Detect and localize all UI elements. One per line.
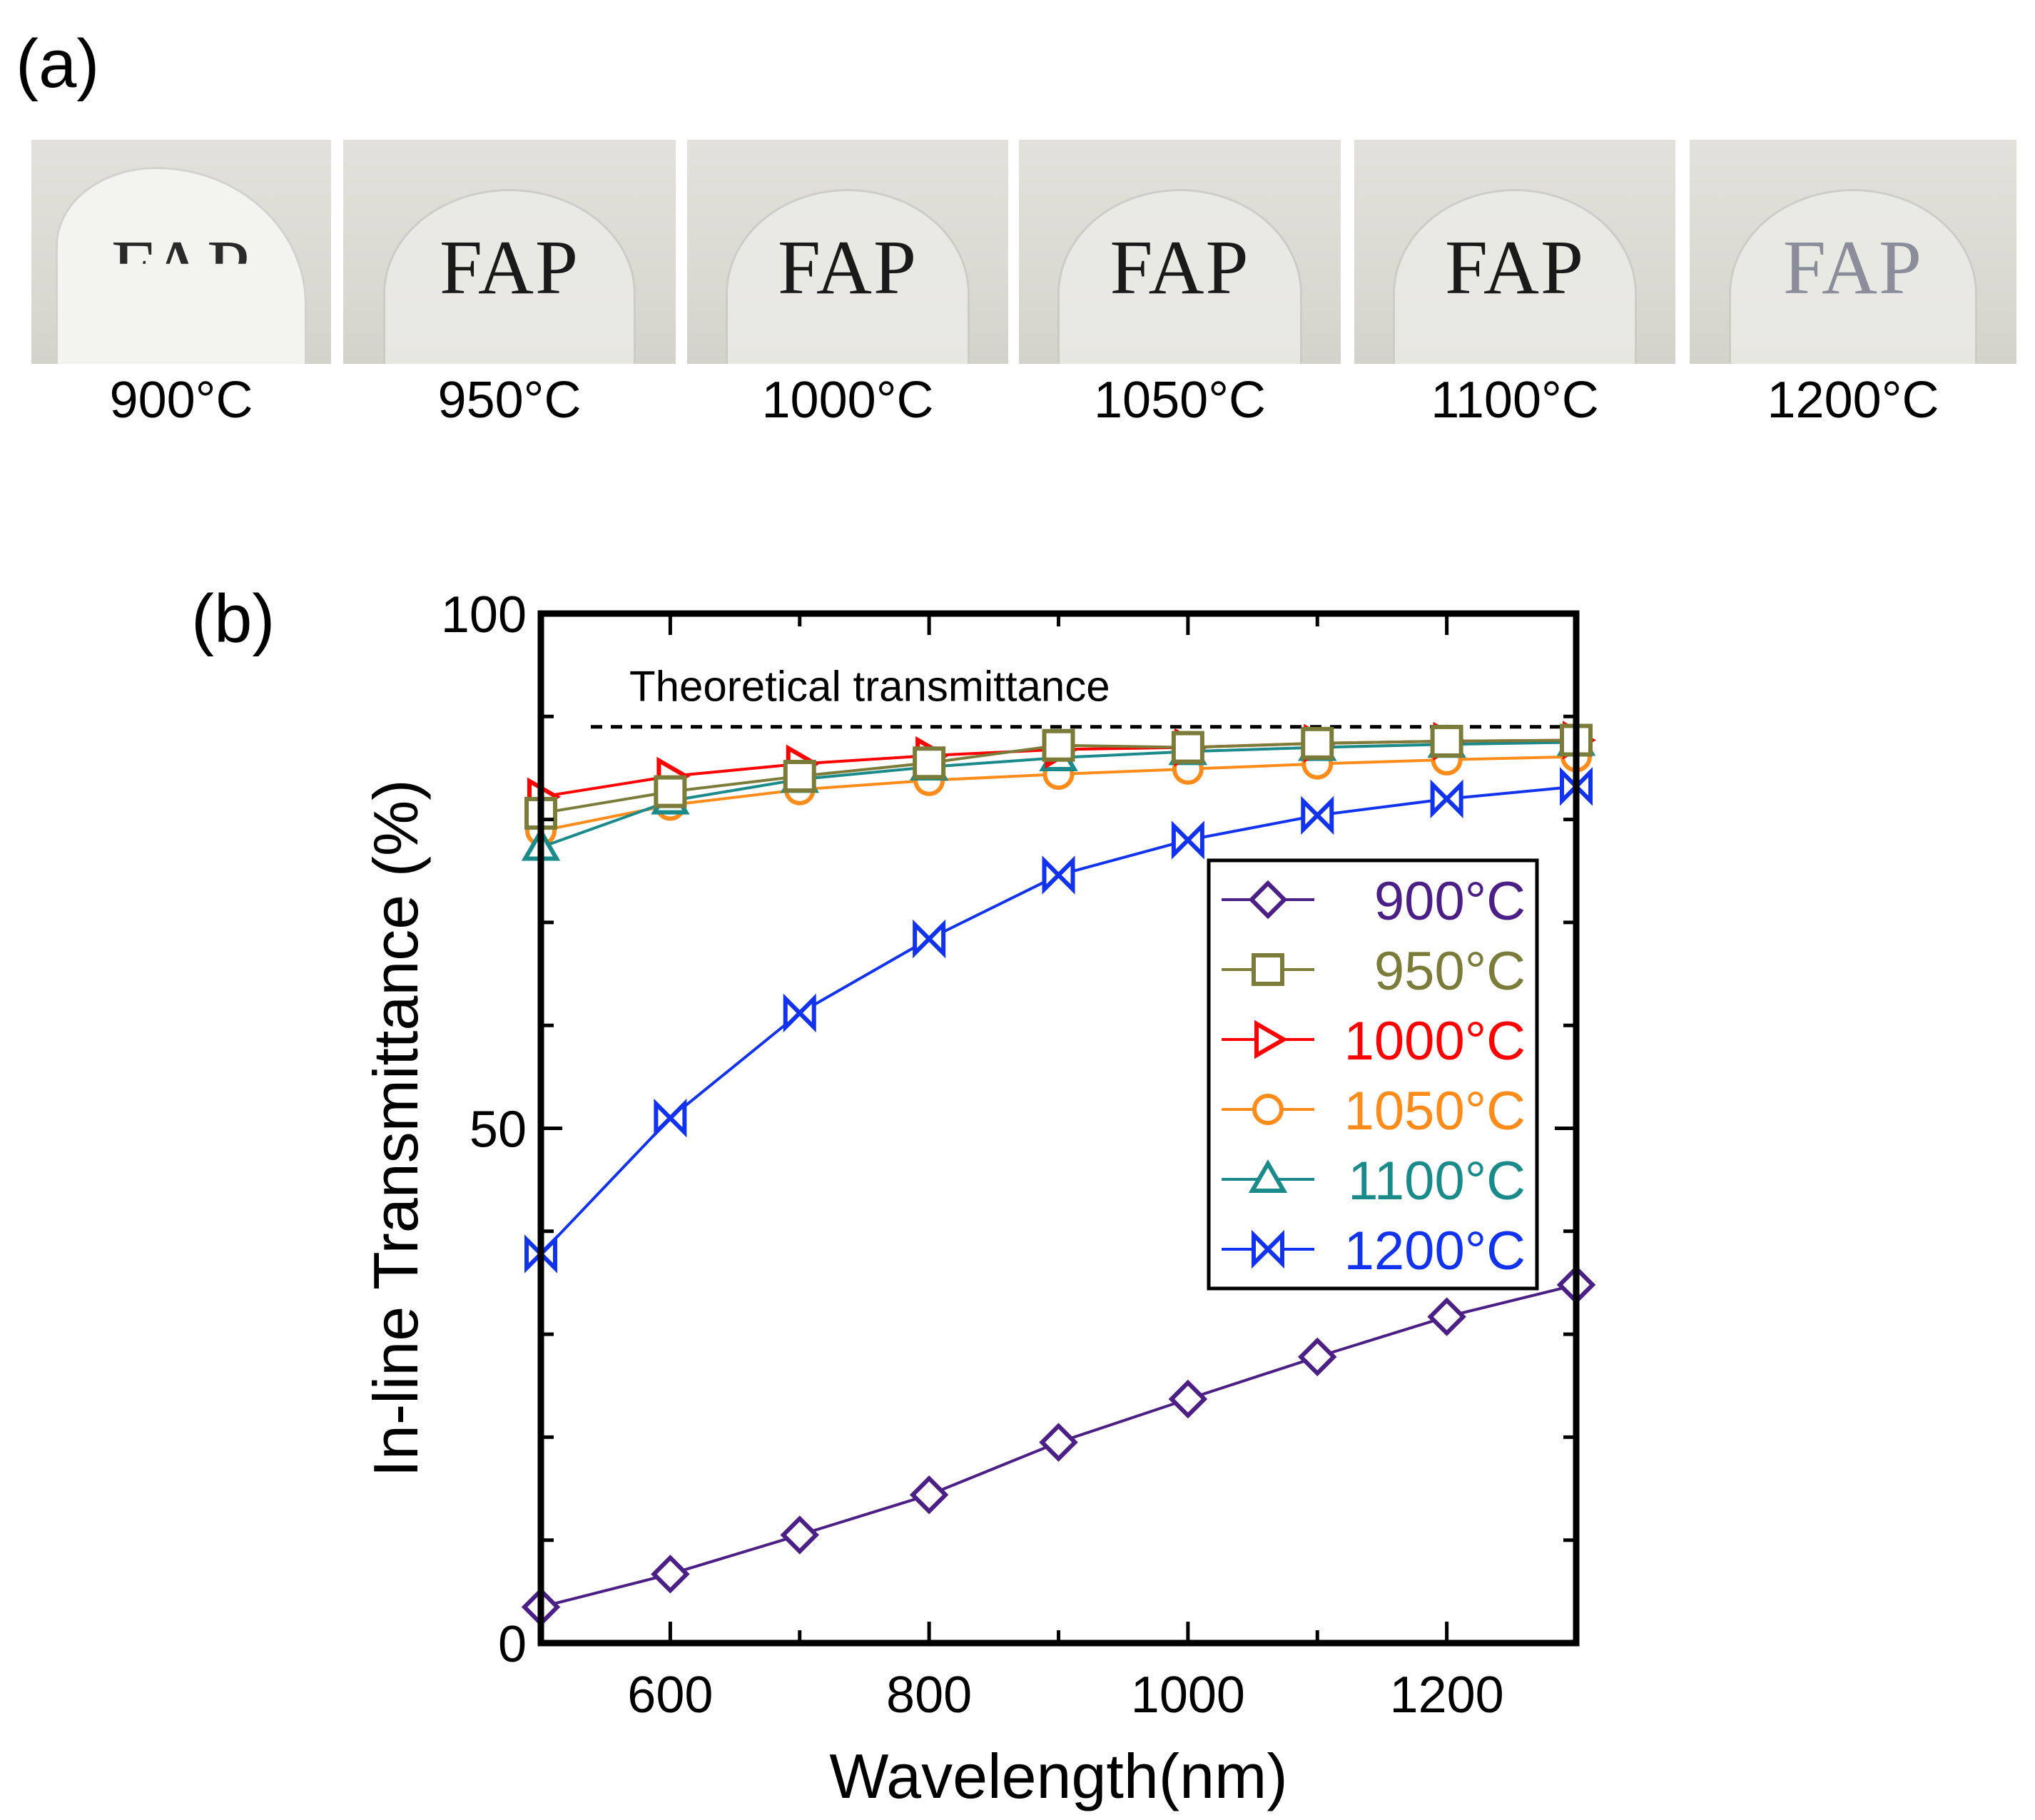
photo-temp-label: 1000°C (761, 372, 934, 429)
reference-line-label: Theoretical transmittance (629, 663, 1110, 711)
photo-text: FAP (1110, 225, 1250, 310)
photo-temp-label: 1200°C (1767, 372, 1939, 429)
data-point (1248, 880, 1288, 920)
y-tick-label: 50 (470, 1102, 527, 1159)
sample-photo: FAP (31, 140, 331, 364)
legend-entry: 950°C (1374, 941, 1526, 1002)
legend: 900°C 950°C 1000°C 1050°C 1100°C 1200°C (1207, 858, 1539, 1291)
data-point (783, 759, 816, 793)
data-point (909, 1475, 949, 1515)
x-tick-label: 1000 (1131, 1667, 1245, 1724)
data-point (1252, 1094, 1284, 1125)
photo-temp-label: 900°C (109, 372, 253, 429)
photo-text: FAP (31, 224, 331, 264)
data-point (913, 919, 946, 959)
photo-temp-label: 1100°C (1431, 372, 1599, 429)
sample-photo: FAP (687, 140, 1008, 364)
data-point (1301, 726, 1334, 760)
data-point (913, 746, 946, 780)
data-point (1430, 724, 1463, 758)
data-point (1427, 1297, 1466, 1336)
data-point (1171, 820, 1204, 860)
data-point (1042, 728, 1075, 762)
legend-box (1207, 858, 1539, 1291)
y-tick-label: 100 (441, 586, 527, 644)
photo-text: FAP (439, 225, 580, 310)
data-point (1171, 731, 1204, 764)
photo-text: FAP (1782, 225, 1924, 310)
series-900°C (521, 1265, 1596, 1627)
data-point (780, 1515, 819, 1555)
sample-photo: FAP (343, 140, 676, 364)
x-axis-label: Wavelength(nm) (829, 1741, 1287, 1811)
photo-text: FAP (777, 225, 918, 310)
axis-tick-labels: 600 800 1000 1200 0 50 100 (441, 586, 1504, 1724)
legend-entry: 900°C (1374, 871, 1526, 932)
panel-a-label: (a) (16, 26, 100, 102)
sample-photo: FAP (1690, 140, 2016, 364)
data-point (1248, 1159, 1288, 1193)
data-point (1039, 1423, 1078, 1462)
data-point (1301, 795, 1334, 835)
series-950°C (524, 723, 1593, 830)
legend-entry: 1100°C (1348, 1151, 1526, 1211)
y-tick-label: 0 (498, 1616, 527, 1673)
legend-entry: 1050°C (1344, 1081, 1526, 1142)
legend-entry: 1000°C (1344, 1011, 1526, 1072)
sample-photo: FAP (1019, 140, 1341, 364)
data-point (651, 1555, 690, 1594)
y-axis-label: In-line Transmittance (%) (360, 779, 431, 1477)
data-point (1430, 779, 1463, 818)
x-tick-label: 1200 (1390, 1667, 1504, 1724)
photo-temp-label: 950°C (437, 372, 582, 429)
panel-b-label: (b) (191, 581, 275, 657)
axis-ticks (539, 611, 1578, 1645)
photo-text: FAP (1444, 225, 1585, 310)
data-point (783, 993, 816, 1033)
data-point (654, 1098, 687, 1138)
data-point (1254, 1020, 1288, 1059)
data-point (1042, 855, 1075, 895)
sample-photo: FAP (1354, 140, 1675, 364)
data-point (1168, 1379, 1208, 1419)
series-1200°C (524, 767, 1593, 1274)
photo-temp-label: 1050°C (1094, 372, 1266, 429)
x-tick-label: 800 (886, 1667, 972, 1724)
x-tick-label: 600 (627, 1667, 713, 1724)
data-point (1252, 953, 1284, 986)
data-point (1298, 1337, 1337, 1377)
legend-entry: 1200°C (1344, 1221, 1526, 1281)
plot-marks (521, 721, 1596, 1627)
data-point (654, 775, 687, 808)
data-point (1252, 1229, 1284, 1269)
